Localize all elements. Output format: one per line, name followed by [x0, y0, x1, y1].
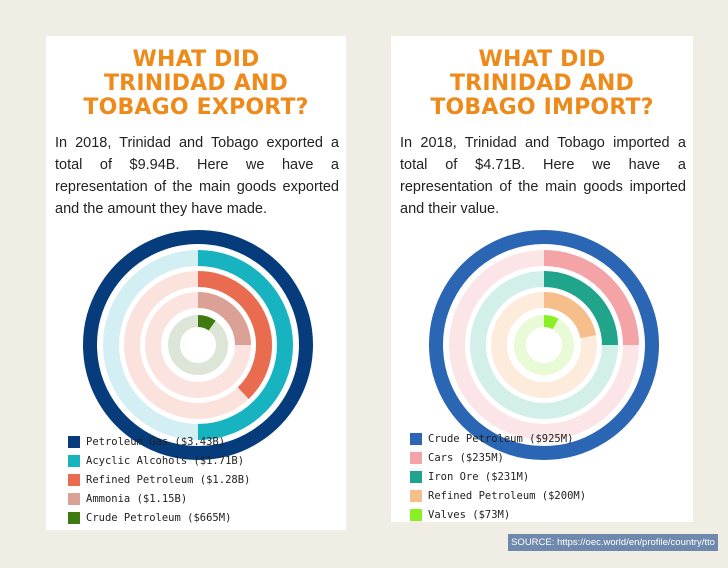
legend-label: Crude Petroleum ($925M) [428, 432, 574, 445]
import-ring-bar-crude-petroleum [429, 230, 659, 460]
legend-label: Crude Petroleum ($665M) [86, 511, 232, 524]
legend-label: Refined Petroleum ($200M) [428, 489, 587, 502]
import-ring-track [514, 315, 574, 375]
legend-swatch [68, 435, 80, 448]
export-card: WHAT DID TRINIDAD AND TOBAGO EXPORT? In … [46, 36, 346, 530]
legend-item: Acyclic Alcohols ($1.71B) [68, 451, 250, 470]
legend-item: Refined Petroleum ($200M) [410, 486, 586, 505]
legend-item: Petroleum Gas ($3.43B) [68, 432, 250, 451]
import-description: In 2018, Trinidad and Tobago imported a … [400, 135, 686, 217]
export-description: In 2018, Trinidad and Tobago exported a … [55, 135, 339, 217]
import-card: WHAT DID TRINIDAD AND TOBAGO IMPORT? In … [391, 36, 693, 522]
legend-label: Ammonia ($1.15B) [86, 492, 188, 505]
legend-item: Crude Petroleum ($925M) [410, 429, 586, 448]
export-title-line: WHAT DID [132, 47, 260, 72]
import-title: WHAT DID TRINIDAD AND TOBAGO IMPORT? [391, 48, 693, 120]
source-note: SOURCE: https://oec.world/en/profile/cou… [508, 534, 718, 551]
legend-swatch [68, 492, 80, 505]
legend-swatch [410, 451, 422, 464]
legend-swatch [410, 508, 422, 521]
legend-label: Petroleum Gas ($3.43B) [86, 435, 226, 448]
import-legend: Crude Petroleum ($925M) Cars ($235M) Iro… [410, 429, 586, 524]
legend-item: Cars ($235M) [410, 448, 586, 467]
import-ring-bar-valves [543, 315, 559, 330]
import-title-line: WHAT DID [478, 47, 606, 72]
legend-item: Crude Petroleum ($665M) [68, 508, 250, 527]
legend-swatch [410, 432, 422, 445]
legend-item: Ammonia ($1.15B) [68, 489, 250, 508]
import-radial-chart [429, 230, 659, 460]
export-ring-bar-acyclic-alcohols [197, 250, 293, 440]
legend-item: Valves ($73M) [410, 505, 586, 524]
export-title-line: TRINIDAD AND [103, 71, 289, 96]
legend-swatch [68, 473, 80, 486]
legend-item: Iron Ore ($231M) [410, 467, 586, 486]
import-ring-bar-iron-ore [543, 271, 618, 346]
import-ring-bar-refined-petroleum [543, 292, 597, 339]
legend-label: Acyclic Alcohols ($1.71B) [86, 454, 245, 467]
legend-label: Cars ($235M) [428, 451, 504, 464]
import-ring-bar-cars [543, 250, 639, 346]
export-title-line: TOBAGO EXPORT? [83, 95, 309, 120]
export-ring-bar-refined-petroleum [197, 271, 272, 399]
export-ring-track [168, 315, 228, 375]
legend-label: Iron Ore ($231M) [428, 470, 530, 483]
legend-label: Refined Petroleum ($1.28B) [86, 473, 251, 486]
export-legend: Petroleum Gas ($3.43B) Acyclic Alcohols … [68, 432, 250, 527]
import-title-line: TOBAGO IMPORT? [430, 95, 654, 120]
legend-swatch [68, 511, 80, 524]
export-title: WHAT DID TRINIDAD AND TOBAGO EXPORT? [46, 48, 346, 120]
export-ring-bar-crude-petroleum [197, 315, 216, 331]
export-radial-chart [83, 230, 313, 460]
legend-label: Valves ($73M) [428, 508, 511, 521]
export-ring-bar-ammonia [197, 292, 251, 346]
legend-swatch [410, 489, 422, 502]
legend-item: Refined Petroleum ($1.28B) [68, 470, 250, 489]
legend-swatch [68, 454, 80, 467]
export-ring-bar-petroleum-gas [83, 230, 313, 460]
legend-swatch [410, 470, 422, 483]
import-title-line: TRINIDAD AND [449, 71, 635, 96]
